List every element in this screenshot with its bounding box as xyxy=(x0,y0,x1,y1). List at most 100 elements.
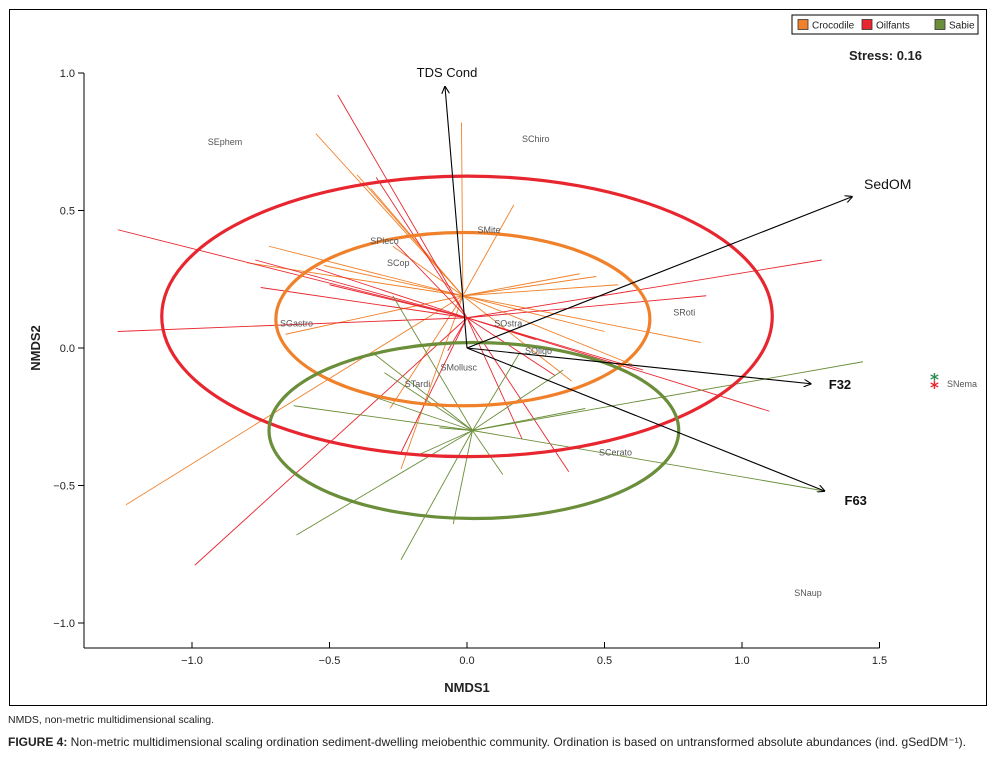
nmds-plot: −1.0 −0.5 0.0 0.5 1.0 1.5 1.0 0.5 0.0 −0.5 −1.0 TD… xyxy=(28,14,979,695)
spider-line-crocodile xyxy=(400,295,464,470)
species-label: SPleco xyxy=(370,236,399,246)
spider-line-crocodile xyxy=(268,245,463,297)
x-tick-label: 1.5 xyxy=(872,655,887,667)
spider-line-sabie xyxy=(439,427,473,431)
species-label: SRoti xyxy=(673,307,695,317)
y-tick-label: 1.0 xyxy=(60,68,75,80)
spider-line-crocodile xyxy=(462,295,572,382)
spider-line-sabie xyxy=(452,430,473,525)
legend-label: Oilfants xyxy=(876,21,910,32)
spider-line-oilfants xyxy=(466,295,707,319)
y-tick-label: 0.5 xyxy=(60,206,75,218)
species-label: SGastro xyxy=(280,318,313,328)
spider-line-oilfants xyxy=(315,267,468,319)
spider-line-sabie xyxy=(384,372,473,431)
spider-line-crocodile xyxy=(462,295,633,365)
spider-line-oilfants xyxy=(255,259,468,319)
spider-line-oilfants xyxy=(400,317,468,453)
env-vector-arrow xyxy=(466,347,825,491)
asterisk-icon: * xyxy=(930,370,939,390)
group-ellipses xyxy=(160,174,774,521)
species-label: SMollusc xyxy=(440,362,477,372)
x-tick-label: 0.5 xyxy=(597,655,612,667)
legend-swatch xyxy=(797,19,809,30)
spider-line-crocodile xyxy=(285,295,463,335)
spider-line-oilfants xyxy=(375,177,468,318)
spider-line-oilfants xyxy=(117,317,468,332)
legend-box xyxy=(791,14,979,35)
ellipse-sabie xyxy=(267,340,681,521)
spider-lines xyxy=(117,94,864,566)
legend-label: Sabie xyxy=(949,21,975,32)
spider-line-sabie xyxy=(472,430,825,492)
env-vector-label: TDS Cond xyxy=(417,65,478,80)
spider-line-sabie xyxy=(472,353,520,431)
spider-line-oilfants xyxy=(395,243,468,319)
spider-line-oilfants xyxy=(466,317,536,341)
spider-line-crocodile xyxy=(462,276,597,297)
spider-line-crocodile xyxy=(462,204,515,296)
axes: −1.0 −0.5 0.0 0.5 1.0 1.5 1.0 0.5 0.0 −0.5 −1.0 xyxy=(53,68,887,667)
stress-label: Stress: 0.16 xyxy=(849,48,922,63)
spider-line-oilfants xyxy=(466,317,556,376)
x-tick-label: −0.5 xyxy=(319,655,341,667)
x-tick-label: −1.0 xyxy=(181,655,203,667)
spider-line-sabie xyxy=(472,430,504,475)
spider-line-crocodile xyxy=(125,295,464,506)
spider-line-crocodile xyxy=(462,273,580,297)
spider-line-sabie xyxy=(296,430,473,536)
legend: Crocodile Oilfants Sabie xyxy=(791,14,979,35)
spider-line-oilfants xyxy=(117,229,468,319)
species-label: SCop xyxy=(387,258,410,268)
species-label: SMite xyxy=(477,225,500,235)
ellipse-crocodile xyxy=(274,230,652,408)
y-axis-title: NMDS2 xyxy=(28,325,43,371)
spider-line-sabie xyxy=(293,405,473,431)
env-vector-arrow xyxy=(466,347,811,384)
env-vector-label: F63 xyxy=(845,493,867,508)
spider-line-sabie xyxy=(417,430,473,456)
legend-swatch xyxy=(934,19,946,30)
env-vector-label: SedOM xyxy=(864,176,911,192)
figure-caption: FIGURE 4: Non-metric multidimensional sc… xyxy=(8,735,988,750)
x-tick-label: 0.0 xyxy=(459,655,474,667)
env-vector-arrow xyxy=(445,87,468,349)
x-axis-title: NMDS1 xyxy=(444,680,490,695)
figure-frame xyxy=(9,9,987,706)
figure-label: FIGURE 4: xyxy=(8,735,68,749)
spider-line-oilfants xyxy=(466,317,523,439)
species-label: SOstra xyxy=(494,318,522,328)
species-label: SEphem xyxy=(208,137,243,147)
legend-label: Crocodile xyxy=(812,21,855,32)
abbreviation-note: NMDS, non-metric multidimensional scalin… xyxy=(8,714,214,726)
y-tick-label: −1.0 xyxy=(53,618,75,630)
ellipse-oilfants xyxy=(160,174,774,459)
spider-line-sabie xyxy=(392,295,473,431)
env-vectors: TDS Cond SedOM F32 F63 xyxy=(417,65,912,508)
spider-line-crocodile xyxy=(461,122,464,296)
figure-caption-text: Non-metric multidimensional scaling ordi… xyxy=(67,735,966,749)
spider-line-oilfants xyxy=(329,284,468,319)
species-label: SNema xyxy=(947,379,977,389)
spider-line-crocodile xyxy=(462,295,701,343)
y-tick-label: 0.0 xyxy=(60,343,75,355)
spider-line-crocodile xyxy=(315,133,464,297)
asterisk-icon: * xyxy=(930,379,939,399)
x-tick-label: 1.0 xyxy=(734,655,749,667)
species-label: SChiro xyxy=(522,134,550,144)
species-label: STardi xyxy=(405,379,431,389)
spider-line-oilfants xyxy=(466,259,822,319)
species-label: SOligo xyxy=(525,346,552,356)
spider-line-crocodile xyxy=(392,245,464,297)
species-label: SNaup xyxy=(794,588,822,598)
legend-swatch xyxy=(861,19,873,30)
spider-line-sabie xyxy=(373,353,473,431)
spider-line-sabie xyxy=(472,361,864,431)
spider-line-oilfants xyxy=(260,287,468,319)
spider-line-sabie xyxy=(472,408,586,431)
spider-line-sabie xyxy=(400,430,473,560)
spider-line-oilfants xyxy=(447,317,468,351)
spider-line-crocodile xyxy=(246,262,463,297)
env-vector-arrow xyxy=(466,197,852,349)
y-tick-label: −0.5 xyxy=(53,481,75,493)
